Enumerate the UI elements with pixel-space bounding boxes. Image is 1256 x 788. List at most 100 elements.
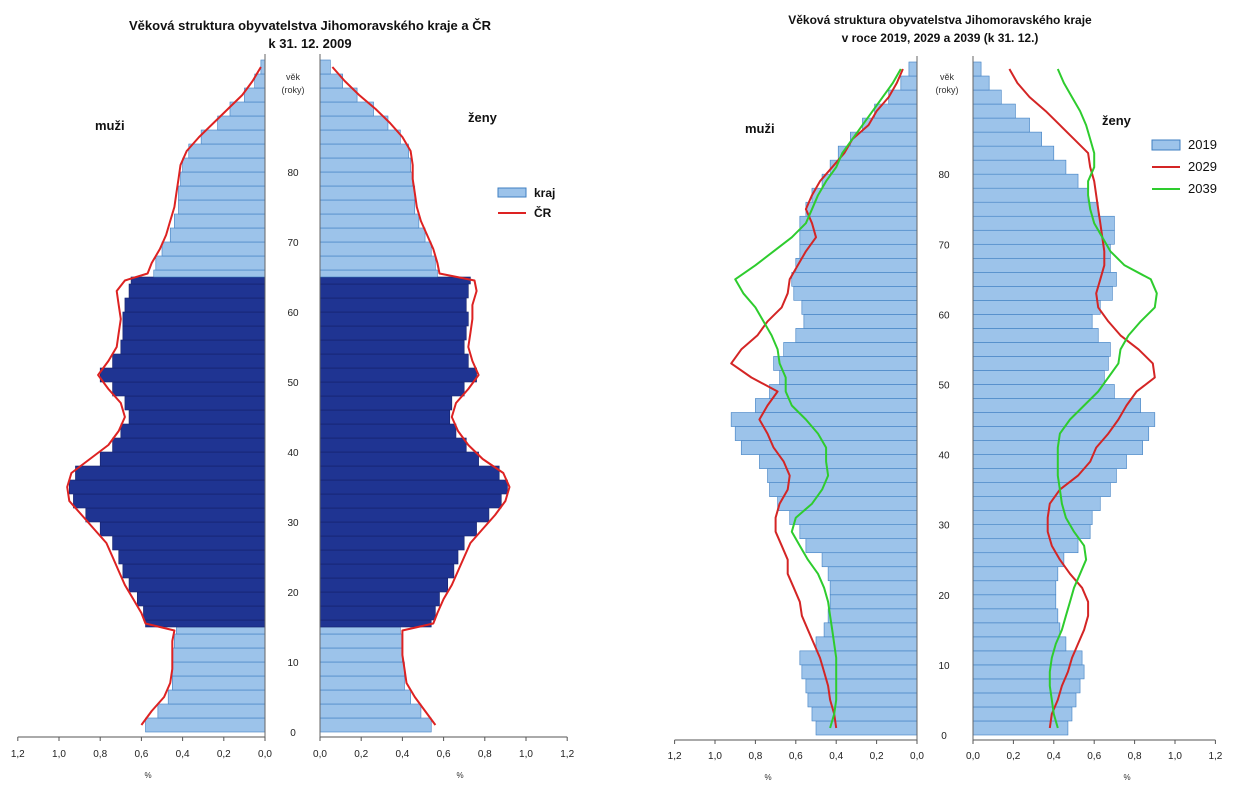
chart-1-bar-male-age-16: [143, 605, 266, 621]
chart-1-bar-male-age-60: [124, 297, 266, 313]
chart-2-age-tick-label: 0: [941, 731, 947, 742]
chart-1-bar-female-age-72: [319, 213, 420, 229]
chart-1-legend-kraj: kraj: [534, 186, 555, 200]
chart-1-bar-male-age-48: [112, 381, 266, 397]
chart-1-bar-male-age-56: [122, 325, 266, 341]
chart-2-legend: 2019 2029 2039: [1151, 137, 1217, 196]
chart-2-bar-female-age-64: [972, 272, 1117, 287]
chart-1-x-tick-label-right: 1,2: [560, 749, 574, 760]
chart-1-x-unit-right: %: [456, 771, 463, 780]
chart-2-bar-male-age-58: [803, 314, 918, 329]
chart-2-line-2029-female: [1008, 68, 1156, 729]
chart-2-bar-female-age-20: [972, 580, 1057, 596]
chart-2-bar-female-age-24: [972, 552, 1065, 568]
chart-2-bar-female-age-46: [972, 398, 1141, 413]
chart-1-x-tick-label-left: 0,6: [134, 749, 148, 760]
chart-1-x-tick-label-left: 0,0: [258, 749, 272, 760]
chart-2-bar-female-age-34: [972, 482, 1111, 497]
chart-1-bar-male-age-28: [99, 521, 266, 537]
chart-2-bar-female-age-54: [972, 342, 1111, 357]
chart-1-bar-male-age-24: [118, 549, 266, 565]
chart-2-bar-male-age-14: [823, 622, 918, 638]
chart-2-x-tick-label-right: 0,2: [1006, 751, 1020, 762]
chart-1-bar-female-age-80: [319, 157, 411, 173]
chart-1-bar-female-age-38: [319, 451, 479, 467]
chart-1-bar-male-age-44: [128, 409, 266, 425]
chart-1-x-tick-label-left: 1,0: [52, 749, 66, 760]
chart-1-bar-female-age-74: [319, 199, 416, 215]
chart-2-bar-female-age-92: [972, 75, 990, 91]
chart-1-bar-female-age-48: [319, 381, 465, 397]
chart-2-bar-female-age-52: [972, 356, 1109, 371]
chart-2-bar-male-age-16: [827, 608, 918, 624]
chart-1-bar-male-age-34: [69, 479, 266, 495]
chart-2-x-tick-label-left: 0,4: [829, 751, 843, 762]
chart-2-bar-female-age-66: [972, 257, 1111, 273]
chart-2-bar-female-age-32: [972, 496, 1101, 511]
chart-2-bar-male-age-8: [801, 664, 918, 680]
chart-2-bar-female-age-80: [972, 159, 1067, 175]
chart-2-bar-female-age-74: [972, 201, 1099, 217]
chart-1-legend-bar-swatch: [497, 187, 527, 198]
chart-1-x-tick-label-left: 0,8: [93, 749, 107, 760]
chart-1-bar-male-age-70: [169, 227, 266, 243]
chart-1-bar-female-age-84: [319, 129, 401, 145]
plot-layer: 1,2 1,0 0,8 0,6 0,4 0,2 0,0 0,0 0,2 0,4 0,6 0,8 1,0 1…: [11, 54, 1223, 762]
chart-1-bar-female-age-26: [319, 535, 465, 551]
chart-1-bar-female-age-0: [319, 717, 432, 733]
chart-2-legend-2019-swatch: [1151, 139, 1181, 151]
chart-1-legend: kraj ČR: [497, 186, 555, 220]
chart-1-bar-male-age-42: [120, 423, 266, 439]
chart-1-bar-male-age-46: [124, 395, 266, 411]
chart-2-bar-female-age-38: [972, 454, 1127, 469]
chart-1-bar-male-age-74: [178, 199, 266, 215]
chart-2-bar-female-age-68: [972, 243, 1111, 259]
chart-1-age-label: věk: [286, 72, 301, 82]
chart-2-bar-male-age-12: [815, 636, 918, 652]
chart-2-bar-male-age-32: [777, 496, 918, 511]
chart-2-bar-male-age-26: [805, 538, 918, 554]
chart-2-x-tick-label-left: 0,2: [870, 751, 884, 762]
chart-1-bar-female-age-90: [319, 87, 358, 103]
chart-2-bar-male-age-74: [805, 201, 918, 217]
chart-2-bar-female-age-18: [972, 594, 1057, 610]
chart-1-bar-male-age-22: [122, 563, 266, 579]
chart-2: Věková struktura obyvatelstva Jihomoravs…: [745, 13, 1217, 782]
chart-2-bar-male-age-64: [791, 272, 918, 287]
chart-1-male-label: muži: [95, 118, 125, 133]
chart-2-bar-male-age-60: [801, 300, 918, 315]
chart-1-age-tick-label: 60: [287, 308, 299, 319]
chart-1-bar-female-age-62: [319, 283, 469, 299]
chart-1-bar-female-age-46: [319, 395, 453, 411]
chart-1-bar-male-age-72: [174, 213, 266, 229]
chart-2-bar-male-age-4: [807, 692, 918, 708]
chart-2-title: Věková struktura obyvatelstva Jihomoravs…: [788, 13, 1092, 27]
chart-2-bar-female-age-88: [972, 103, 1016, 119]
chart-1-bar-female-age-6: [319, 675, 405, 691]
chart-1-bar-female-age-16: [319, 605, 436, 621]
chart-2-bar-male-age-68: [799, 243, 918, 259]
chart-1-bar-male-age-82: [188, 143, 266, 159]
chart-2-age-tick-label: 30: [938, 521, 950, 532]
chart-2-bar-female-age-14: [972, 622, 1061, 638]
chart-2-bar-male-age-72: [799, 215, 918, 231]
chart-2-bar-male-age-30: [789, 510, 918, 525]
chart-2-age-tick-label: 70: [938, 240, 950, 251]
chart-1-age-tick-label: 80: [287, 168, 299, 179]
chart-1-bar-male-age-54: [120, 339, 266, 355]
chart-1-bar-female-age-50: [319, 367, 477, 383]
chart-2-bar-female-age-70: [972, 229, 1115, 245]
chart-1-bar-male-age-12: [174, 633, 266, 649]
chart-2-bar-male-age-62: [793, 286, 918, 301]
chart-2-bar-male-age-54: [783, 342, 918, 357]
chart-1-age-tick-label: 20: [287, 588, 299, 599]
chart-2-bar-male-age-34: [769, 482, 918, 497]
chart-1-x-tick-label-right: 0,6: [437, 749, 451, 760]
chart-2-bar-male-age-28: [799, 524, 918, 540]
chart-2-legend-2019: 2019: [1188, 137, 1217, 152]
chart-1-bar-male-age-6: [172, 675, 266, 691]
chart-2-female-label: ženy: [1102, 113, 1132, 128]
chart-2-bar-female-age-10: [972, 650, 1083, 666]
chart-1-bar-female-age-60: [319, 297, 467, 313]
chart-1-bar-female-age-70: [319, 227, 426, 243]
